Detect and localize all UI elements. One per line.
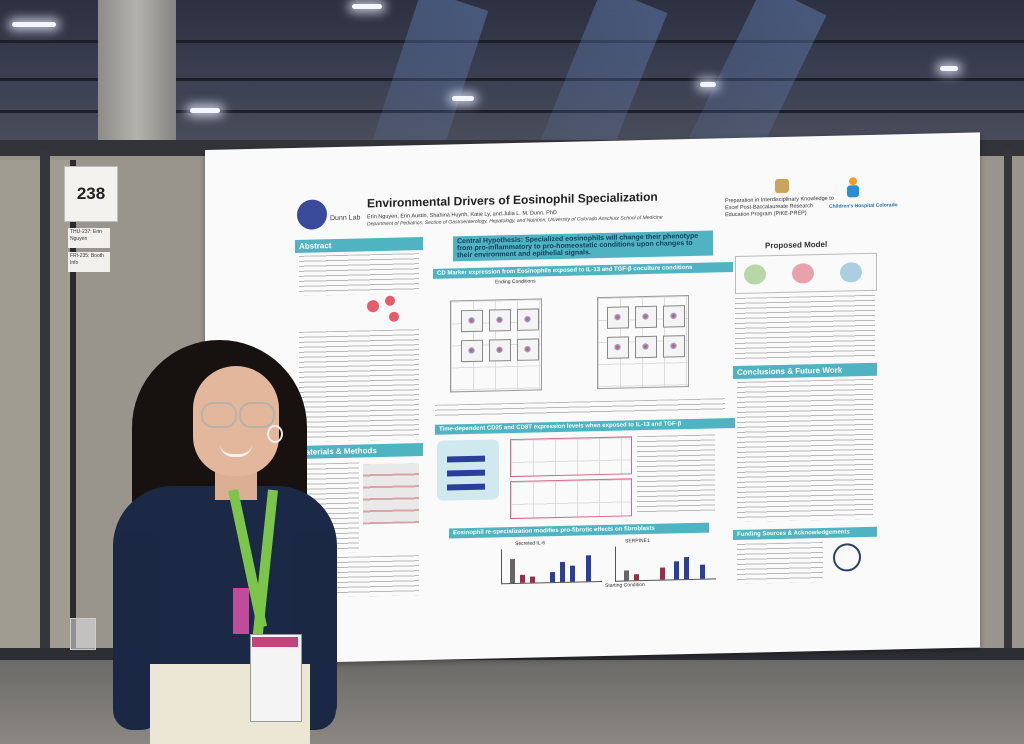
university-seal-icon: [775, 178, 789, 194]
lab-name: Dunn Lab: [330, 214, 361, 223]
methods-diagram: [363, 463, 419, 525]
flow-plot: [635, 305, 657, 329]
conclusions-header: Conclusions & Future Work: [733, 362, 877, 380]
lab-logo-icon: [297, 199, 327, 230]
proposed-model-header: Proposed Model: [765, 239, 828, 251]
booth-tag: THU-237: Erin Nguyen: [68, 228, 110, 248]
poster-title: Environmental Drivers of Eosinophil Spec…: [367, 189, 658, 211]
abstract-text: [299, 253, 419, 296]
booth-number-card: 238: [64, 166, 118, 222]
flow-plot: [663, 305, 685, 328]
ceiling-truss: [0, 110, 1024, 113]
funding-header: Funding Sources & Acknowledgements: [733, 526, 877, 541]
flow-plot: [461, 339, 483, 363]
glasses-icon: [201, 402, 237, 428]
nih-seal-icon: [833, 543, 861, 572]
flow-plot: [607, 306, 629, 329]
presenter-smile: [220, 444, 252, 457]
flow-plot: [517, 338, 539, 361]
flow-plot: [517, 308, 539, 331]
flow-plot: [461, 309, 483, 333]
childrens-hospital-logo-icon: [845, 177, 861, 199]
starting-condition-label: Starting Condition: [605, 582, 645, 589]
plastic-cup: [70, 618, 96, 650]
model-description: [735, 294, 875, 360]
left-partition-wall: [0, 160, 76, 650]
figure-caption: [435, 398, 725, 419]
serpine1-bar-chart: [615, 544, 716, 582]
central-hypothesis: Central Hypothesis: Specialized eosinoph…: [453, 230, 713, 262]
badge-header-strip: [252, 637, 298, 647]
hospital-name: Children's Hospital Colorado: [829, 202, 898, 210]
proposed-model-diagram: [735, 252, 877, 294]
ceiling-light: [940, 66, 958, 71]
flow-plot: [635, 335, 657, 359]
hoop-earring: [267, 425, 283, 443]
ceiling-light: [12, 22, 56, 27]
flow-plot: [663, 335, 685, 358]
abstract-figure: [305, 295, 415, 327]
booth-tag: FRI-235: Booth Info: [68, 252, 110, 272]
partition-frame-post: [40, 150, 50, 670]
time-plot-row: [510, 436, 632, 478]
respecialization-header: Eosinophil re-specialization modifies pr…: [449, 522, 709, 539]
ceiling-light: [190, 108, 220, 113]
abstract-header: Abstract: [295, 237, 423, 253]
time-course-diagram: [437, 439, 499, 501]
abstract-body-text: [299, 329, 419, 442]
partition-frame-post: [1004, 150, 1012, 670]
concrete-pillar: [98, 0, 176, 150]
il6-bar-chart: [501, 546, 602, 585]
ceiling-light: [452, 96, 474, 101]
ribbon-tag: [233, 588, 249, 634]
serpine1-label: SERPINE1: [625, 537, 650, 545]
flow-plot: [489, 339, 511, 362]
time-plot-row: [510, 478, 632, 520]
secreted-il6-label: Secreted IL-6: [515, 540, 546, 547]
flow-plot: [489, 309, 511, 332]
ceiling-truss: [0, 78, 1024, 81]
name-badge: [250, 634, 302, 722]
ceiling-truss: [0, 40, 1024, 43]
glasses-icon: [239, 402, 275, 428]
ceiling-light: [352, 4, 382, 9]
flow-plot: [607, 336, 629, 359]
materials-header: Materials & Methods: [295, 443, 423, 459]
program-name: Preparation in Interdisciplinary Knowled…: [725, 195, 834, 219]
funding-text: [737, 541, 823, 584]
ceiling-light: [700, 82, 716, 87]
conclusions-text: [737, 378, 873, 522]
time-dependent-header: Time-dependent CD25 and CD8T expression …: [435, 417, 735, 435]
time-plot-caption: [637, 434, 715, 515]
cd-marker-header: CD Marker expression from Eosinophils ex…: [433, 262, 733, 279]
ending-conditions-label: Ending Conditions: [495, 278, 536, 286]
